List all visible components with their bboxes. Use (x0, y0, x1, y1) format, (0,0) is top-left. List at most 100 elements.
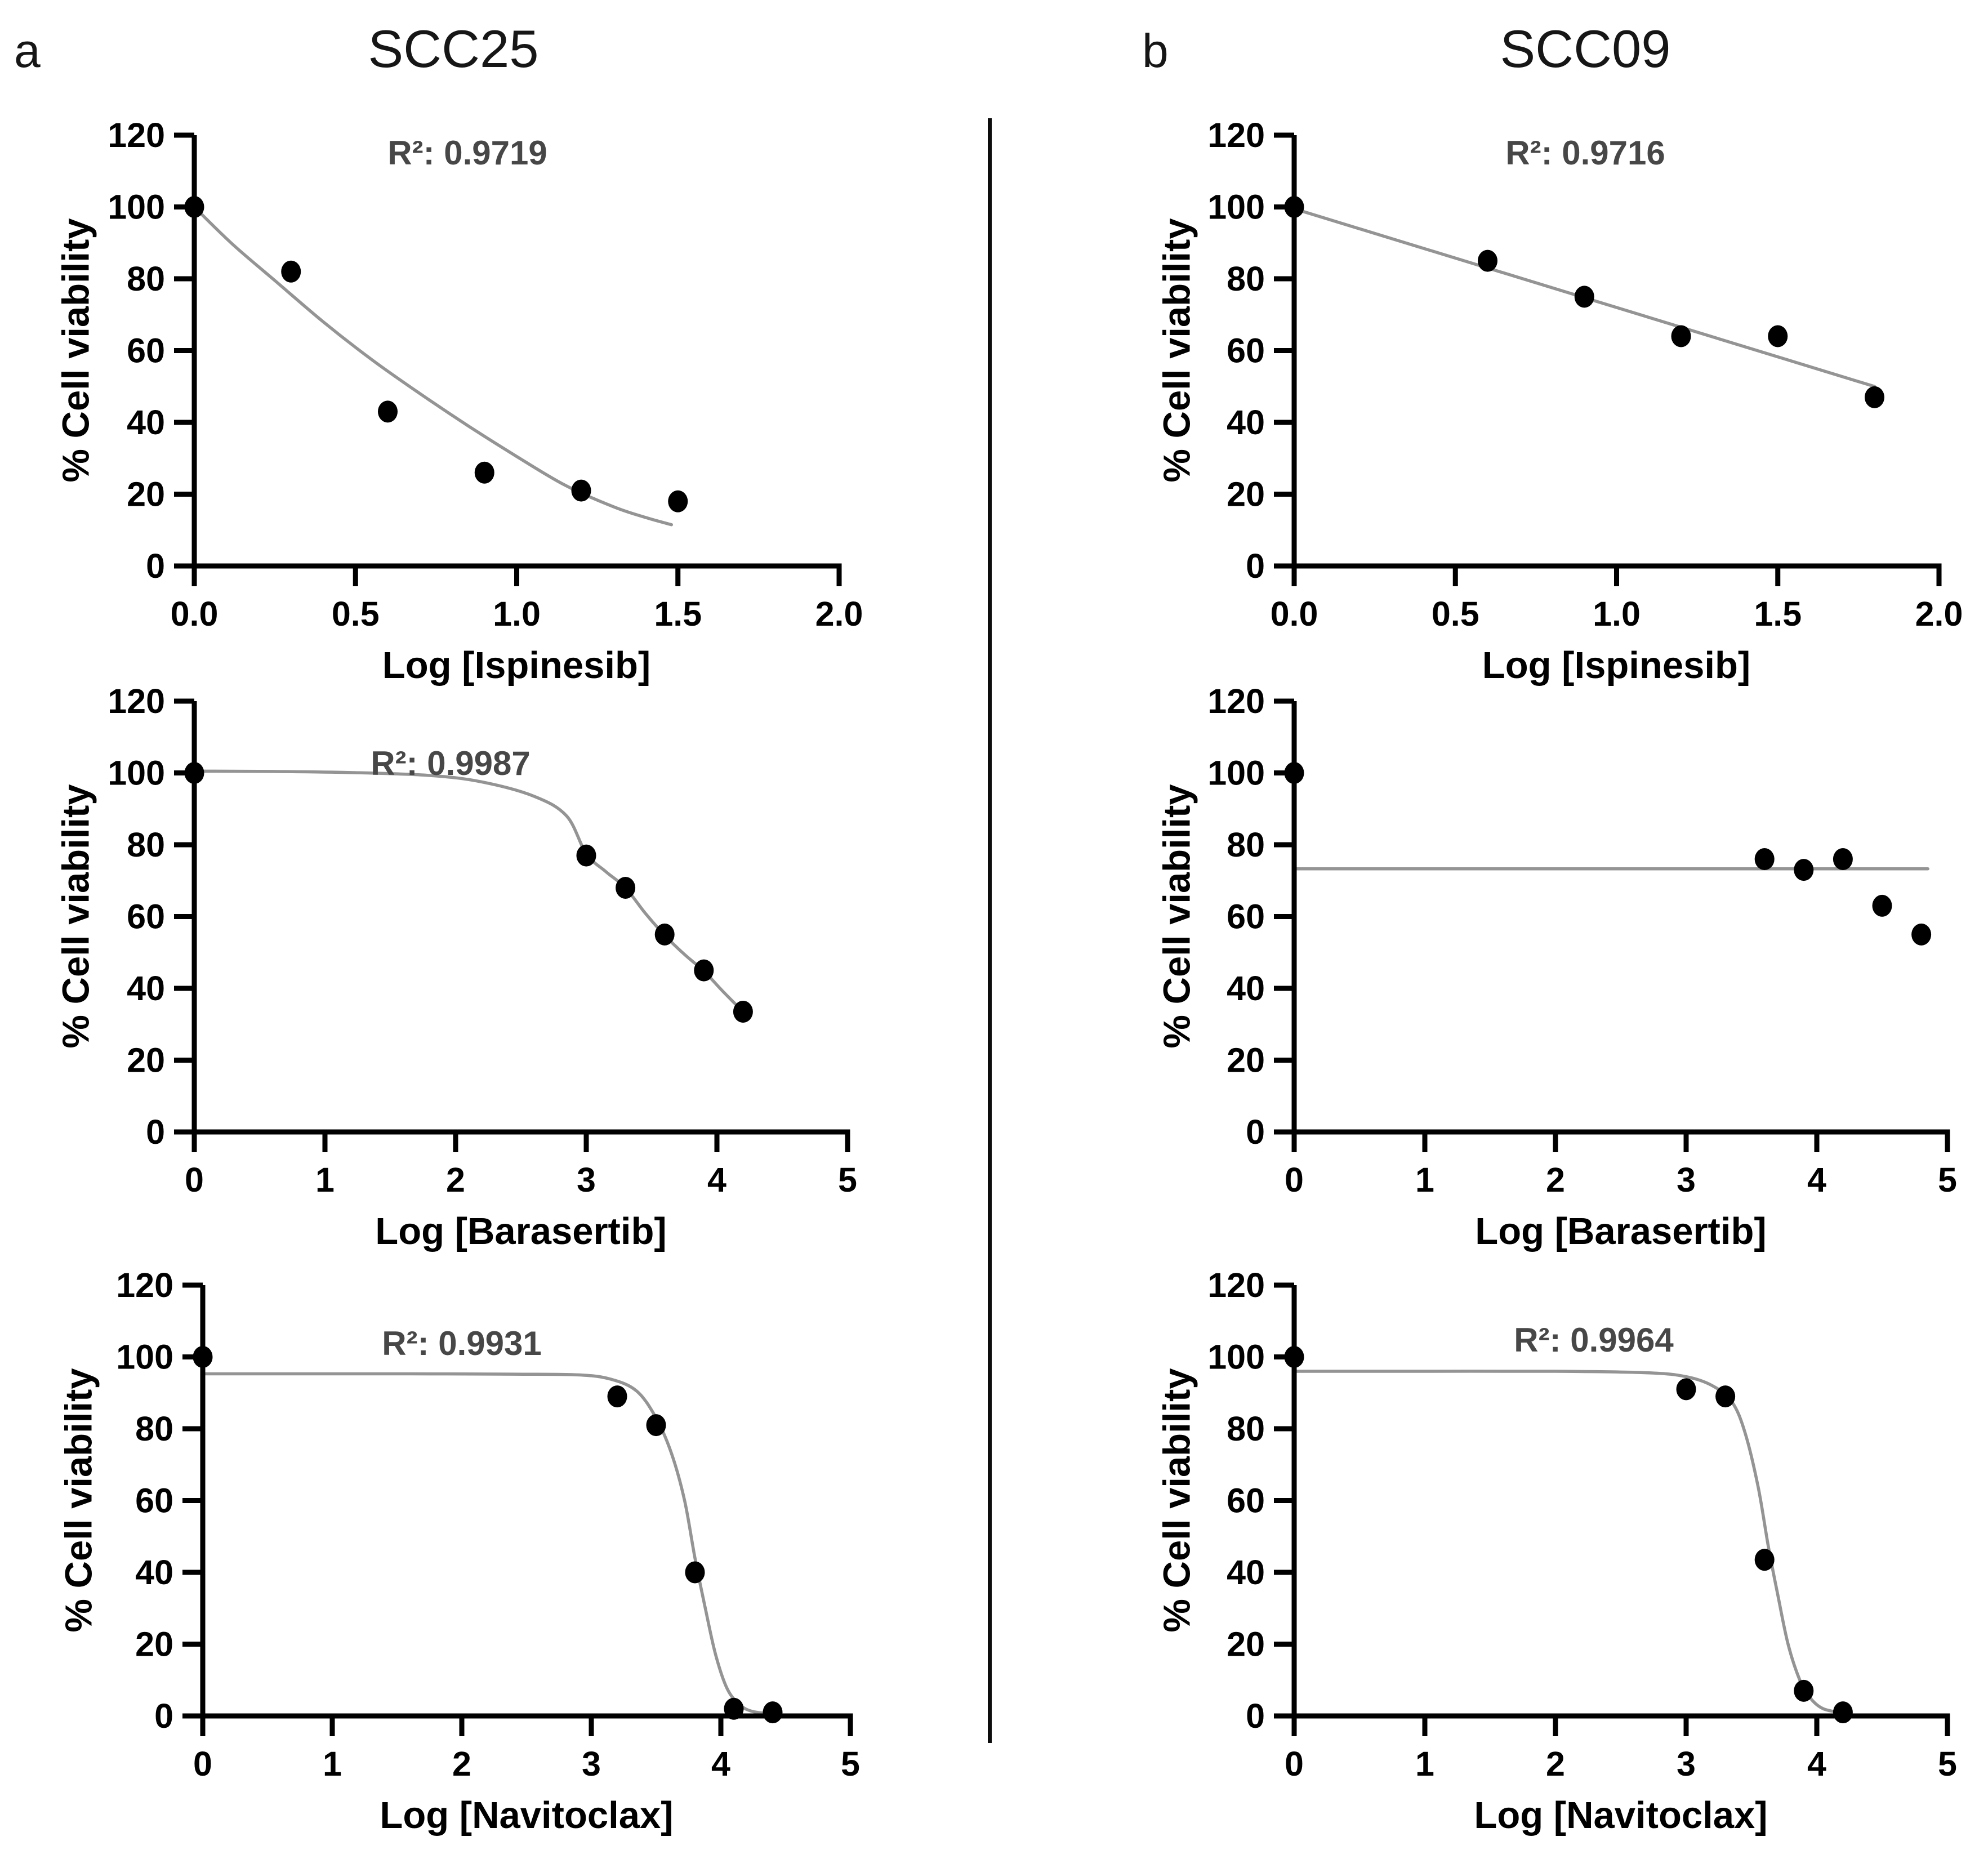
svg-text:60: 60 (1227, 898, 1265, 936)
svg-text:0: 0 (1246, 1697, 1265, 1735)
svg-text:1.0: 1.0 (493, 595, 541, 633)
svg-text:60: 60 (127, 332, 165, 370)
svg-text:1.0: 1.0 (1593, 595, 1641, 633)
svg-text:40: 40 (1227, 403, 1265, 442)
svg-text:2: 2 (1546, 1161, 1565, 1199)
svg-text:0: 0 (1246, 547, 1265, 585)
svg-text:5: 5 (838, 1161, 857, 1199)
svg-text:0: 0 (185, 1161, 204, 1199)
svg-text:40: 40 (1227, 969, 1265, 1007)
r2-value-label: R²: 0.9987 (371, 744, 531, 782)
y-axis-label: % Cell viability (1156, 1368, 1198, 1633)
x-axis-label: Log [Ispinesib] (382, 644, 651, 686)
svg-text:80: 80 (1227, 260, 1265, 298)
svg-text:20: 20 (127, 475, 165, 514)
svg-text:80: 80 (127, 826, 165, 864)
svg-text:5: 5 (1938, 1745, 1957, 1783)
svg-text:0: 0 (146, 547, 165, 585)
svg-text:120: 120 (108, 116, 165, 154)
svg-text:40: 40 (127, 403, 165, 442)
panel-title-scc09: SCC09 (1500, 19, 1671, 78)
svg-text:40: 40 (127, 969, 165, 1007)
svg-text:0.5: 0.5 (1432, 595, 1479, 633)
svg-text:80: 80 (1227, 1410, 1265, 1448)
svg-text:100: 100 (1207, 754, 1265, 792)
svg-text:0: 0 (1246, 1113, 1265, 1151)
svg-text:60: 60 (1227, 1482, 1265, 1520)
panel-letter-a: a (14, 24, 41, 77)
svg-text:20: 20 (135, 1625, 173, 1664)
svg-text:120: 120 (1207, 1266, 1265, 1304)
r2-value-label: R²: 0.9716 (1505, 134, 1665, 172)
svg-text:0.0: 0.0 (1271, 595, 1318, 633)
svg-text:60: 60 (127, 898, 165, 936)
svg-text:0.5: 0.5 (332, 595, 380, 633)
svg-text:2: 2 (446, 1161, 465, 1199)
svg-text:1.5: 1.5 (1754, 595, 1802, 633)
svg-text:0: 0 (154, 1697, 173, 1735)
svg-text:100: 100 (116, 1338, 173, 1376)
svg-text:1: 1 (1415, 1745, 1434, 1783)
svg-text:100: 100 (1207, 1338, 1265, 1376)
r2-value-label: R²: 0.9964 (1514, 1321, 1674, 1359)
svg-text:120: 120 (116, 1266, 173, 1304)
svg-text:0: 0 (1285, 1161, 1304, 1199)
svg-text:0: 0 (193, 1745, 212, 1783)
svg-text:60: 60 (1227, 332, 1265, 370)
svg-text:3: 3 (582, 1745, 601, 1783)
svg-text:4: 4 (711, 1745, 730, 1783)
svg-text:3: 3 (577, 1161, 596, 1199)
svg-text:2: 2 (452, 1745, 471, 1783)
svg-text:80: 80 (127, 260, 165, 298)
svg-text:1.5: 1.5 (654, 595, 702, 633)
r2-value-label: R²: 0.9931 (382, 1325, 542, 1362)
svg-text:20: 20 (1227, 1625, 1265, 1664)
r2-value-label: R²: 0.9719 (387, 134, 547, 172)
svg-text:5: 5 (1938, 1161, 1957, 1199)
svg-text:40: 40 (135, 1553, 173, 1591)
svg-text:120: 120 (1207, 116, 1265, 154)
svg-text:0: 0 (146, 1113, 165, 1151)
svg-text:1: 1 (315, 1161, 335, 1199)
svg-text:20: 20 (1227, 1041, 1265, 1080)
svg-text:4: 4 (1807, 1745, 1826, 1783)
x-axis-label: Log [Navitoclax] (1474, 1794, 1768, 1836)
column-divider (988, 118, 992, 1743)
svg-text:1: 1 (323, 1745, 342, 1783)
svg-text:80: 80 (1227, 826, 1265, 864)
svg-text:4: 4 (1807, 1161, 1826, 1199)
x-axis-label: Log [Barasertib] (375, 1210, 667, 1252)
svg-text:20: 20 (127, 1041, 165, 1080)
x-axis-label: Log [Barasertib] (1475, 1210, 1767, 1252)
panel-title-scc25: SCC25 (368, 19, 539, 78)
svg-text:60: 60 (135, 1482, 173, 1520)
x-axis-label: Log [Navitoclax] (380, 1794, 674, 1836)
svg-text:5: 5 (841, 1745, 860, 1783)
svg-text:3: 3 (1677, 1745, 1696, 1783)
svg-text:80: 80 (135, 1410, 173, 1448)
svg-text:120: 120 (1207, 682, 1265, 720)
svg-text:100: 100 (108, 188, 165, 226)
svg-text:0.0: 0.0 (171, 595, 219, 633)
svg-text:40: 40 (1227, 1553, 1265, 1591)
x-axis-label: Log [Ispinesib] (1482, 644, 1751, 686)
svg-text:1: 1 (1415, 1161, 1434, 1199)
panel-letter-b: b (1142, 24, 1169, 77)
svg-text:4: 4 (707, 1161, 726, 1199)
svg-text:100: 100 (1207, 188, 1265, 226)
svg-text:2.0: 2.0 (815, 595, 863, 633)
svg-text:0: 0 (1285, 1745, 1304, 1783)
svg-text:2.0: 2.0 (1915, 595, 1963, 633)
svg-text:100: 100 (108, 754, 165, 792)
svg-text:120: 120 (108, 682, 165, 720)
svg-text:3: 3 (1677, 1161, 1696, 1199)
svg-text:2: 2 (1546, 1745, 1565, 1783)
svg-text:20: 20 (1227, 475, 1265, 514)
